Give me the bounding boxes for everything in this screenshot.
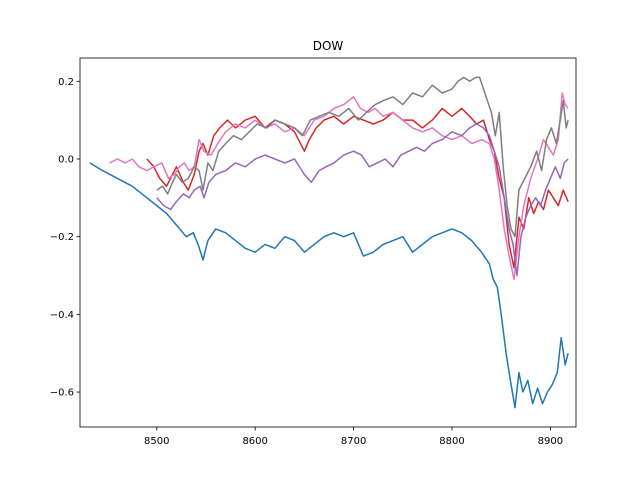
chart-title: DOW: [313, 39, 344, 53]
x-tick-label: 8500: [144, 436, 169, 447]
y-tick-label: 0.2: [58, 77, 74, 88]
y-tick-label: −0.6: [50, 388, 74, 399]
axes-layer: 8500 8600 8700 8800 8900 −0.6 −0.4 −0.2 0.0 0.2: [50, 57, 577, 447]
series-layer: [89, 76, 569, 409]
series-line-5: [156, 123, 569, 277]
series-group: [89, 76, 569, 409]
y-tick-label: −0.4: [50, 310, 74, 321]
x-tick-label: 8700: [341, 436, 366, 447]
x-tick-label: 8900: [538, 436, 563, 447]
plot-frame: [79, 57, 577, 428]
y-tick-label: −0.2: [50, 232, 74, 243]
y-tick-label: 0.0: [58, 154, 74, 165]
x-tick-label: 8600: [242, 436, 267, 447]
series-line-2: [146, 107, 569, 269]
x-tick-label: 8800: [439, 436, 464, 447]
series-line-1: [89, 162, 569, 409]
series-line-3: [109, 92, 569, 281]
series-line-4: [156, 76, 569, 238]
